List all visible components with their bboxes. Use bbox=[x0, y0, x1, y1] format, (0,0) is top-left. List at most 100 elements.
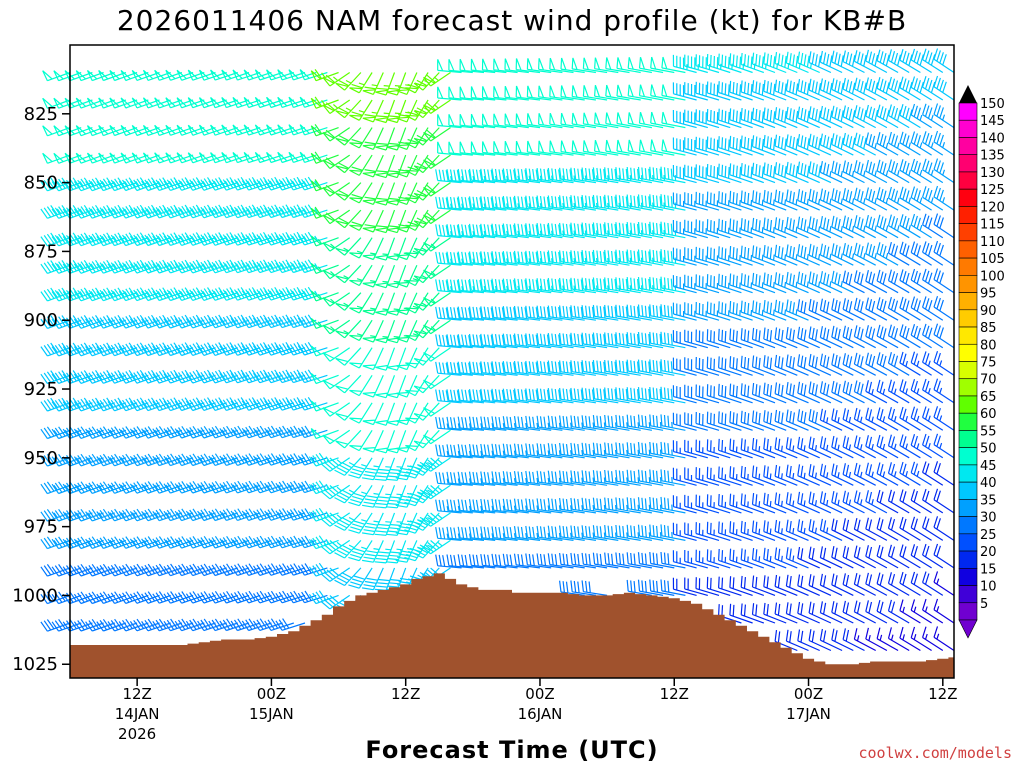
wind-barb bbox=[310, 262, 339, 274]
wind-barb bbox=[152, 287, 183, 302]
wind-barb bbox=[718, 466, 742, 486]
wind-barb bbox=[241, 287, 272, 301]
wind-barb bbox=[457, 444, 485, 459]
wind-barb bbox=[751, 465, 776, 486]
wind-barb bbox=[405, 319, 429, 342]
wind-barb bbox=[502, 526, 529, 541]
wind-barb bbox=[219, 177, 250, 191]
wind-barb bbox=[208, 397, 238, 411]
colorbar-label: 100 bbox=[980, 269, 1005, 284]
wind-barb bbox=[706, 53, 731, 74]
wind-barb bbox=[446, 251, 473, 266]
wind-barb bbox=[831, 215, 854, 239]
wind-barb bbox=[763, 245, 787, 266]
wind-barb bbox=[661, 56, 686, 74]
wind-barb bbox=[73, 591, 104, 605]
colorbar-bottom-arrow bbox=[958, 619, 978, 639]
wind-barb bbox=[141, 314, 171, 329]
wind-barb bbox=[853, 77, 876, 101]
wind-barb bbox=[457, 223, 485, 239]
wind-barb bbox=[672, 577, 697, 596]
wind-barb bbox=[320, 567, 351, 582]
wind-barb bbox=[774, 244, 798, 266]
wind-barb bbox=[853, 352, 876, 376]
wind-barb bbox=[819, 133, 843, 156]
wind-barb bbox=[785, 464, 809, 486]
wind-barb bbox=[559, 332, 585, 349]
wind-barb bbox=[491, 443, 518, 459]
wind-barb bbox=[423, 154, 451, 169]
wind-barb bbox=[219, 590, 250, 604]
wind-barb bbox=[887, 214, 910, 239]
wind-barb bbox=[185, 480, 216, 494]
wind-barb bbox=[243, 151, 272, 164]
wind-barb bbox=[480, 223, 507, 239]
wind-barb bbox=[797, 354, 820, 376]
wind-barb bbox=[286, 176, 317, 191]
wind-barb bbox=[252, 508, 283, 521]
wind-barb bbox=[785, 547, 809, 569]
wind-barb bbox=[513, 360, 541, 376]
wind-barb bbox=[107, 370, 138, 384]
wind-barb bbox=[174, 232, 205, 246]
wind-barb bbox=[626, 469, 653, 486]
wind-barb bbox=[672, 247, 697, 266]
wind-barb bbox=[876, 214, 899, 239]
wind-barb bbox=[174, 481, 205, 494]
wind-barb bbox=[774, 79, 798, 101]
wind-barb bbox=[865, 159, 888, 184]
wind-barb bbox=[559, 222, 585, 239]
wind-barb bbox=[299, 96, 328, 108]
wind-barb bbox=[141, 232, 171, 247]
wind-barb bbox=[526, 113, 552, 129]
wind-barb bbox=[320, 457, 351, 472]
wind-barb bbox=[774, 574, 798, 596]
wind-barb bbox=[405, 154, 429, 176]
wind-barb bbox=[264, 480, 294, 494]
wind-barb bbox=[435, 251, 462, 266]
wind-barb bbox=[435, 279, 462, 294]
wind-barb bbox=[695, 246, 720, 266]
wind-barb bbox=[684, 247, 708, 266]
wind-barb bbox=[604, 442, 630, 459]
wind-barb bbox=[163, 481, 194, 494]
wind-barb bbox=[525, 388, 552, 404]
wind-barb bbox=[626, 524, 653, 541]
wind-barb bbox=[141, 591, 171, 604]
wind-barb bbox=[819, 298, 843, 321]
wind-barb bbox=[865, 380, 888, 404]
wind-barb bbox=[241, 535, 272, 549]
wind-barb bbox=[660, 359, 686, 376]
wind-barb bbox=[899, 324, 921, 349]
wind-barb bbox=[219, 480, 250, 494]
wind-barb bbox=[536, 223, 563, 239]
wind-barb bbox=[491, 333, 518, 349]
colorbar-swatch bbox=[958, 102, 978, 121]
wind-barb bbox=[637, 304, 664, 321]
wind-barb bbox=[763, 79, 787, 101]
colorbar-label: 60 bbox=[980, 407, 997, 422]
wind-barb bbox=[718, 383, 742, 404]
wind-barb bbox=[163, 342, 194, 357]
colorbar-top-arrow bbox=[959, 85, 977, 103]
wind-barb bbox=[481, 113, 507, 129]
wind-barb bbox=[887, 186, 910, 211]
wind-barb bbox=[842, 435, 865, 459]
wind-barb bbox=[581, 470, 608, 486]
wind-barb bbox=[910, 599, 932, 624]
wind-barb bbox=[264, 231, 294, 246]
wind-barb bbox=[107, 177, 138, 192]
wind-barb bbox=[85, 315, 116, 329]
wind-barb bbox=[887, 489, 910, 514]
wind-barb bbox=[468, 471, 496, 486]
wind-barb bbox=[362, 127, 384, 150]
wind-barb bbox=[129, 369, 160, 384]
wind-barb bbox=[695, 411, 720, 431]
wind-barb bbox=[763, 382, 787, 404]
wind-barb bbox=[615, 249, 641, 266]
colorbar-label: 105 bbox=[980, 252, 1005, 267]
wind-barb bbox=[763, 52, 787, 74]
wind-barb bbox=[362, 402, 384, 426]
wind-barb bbox=[241, 480, 272, 494]
wind-barb bbox=[107, 453, 138, 467]
